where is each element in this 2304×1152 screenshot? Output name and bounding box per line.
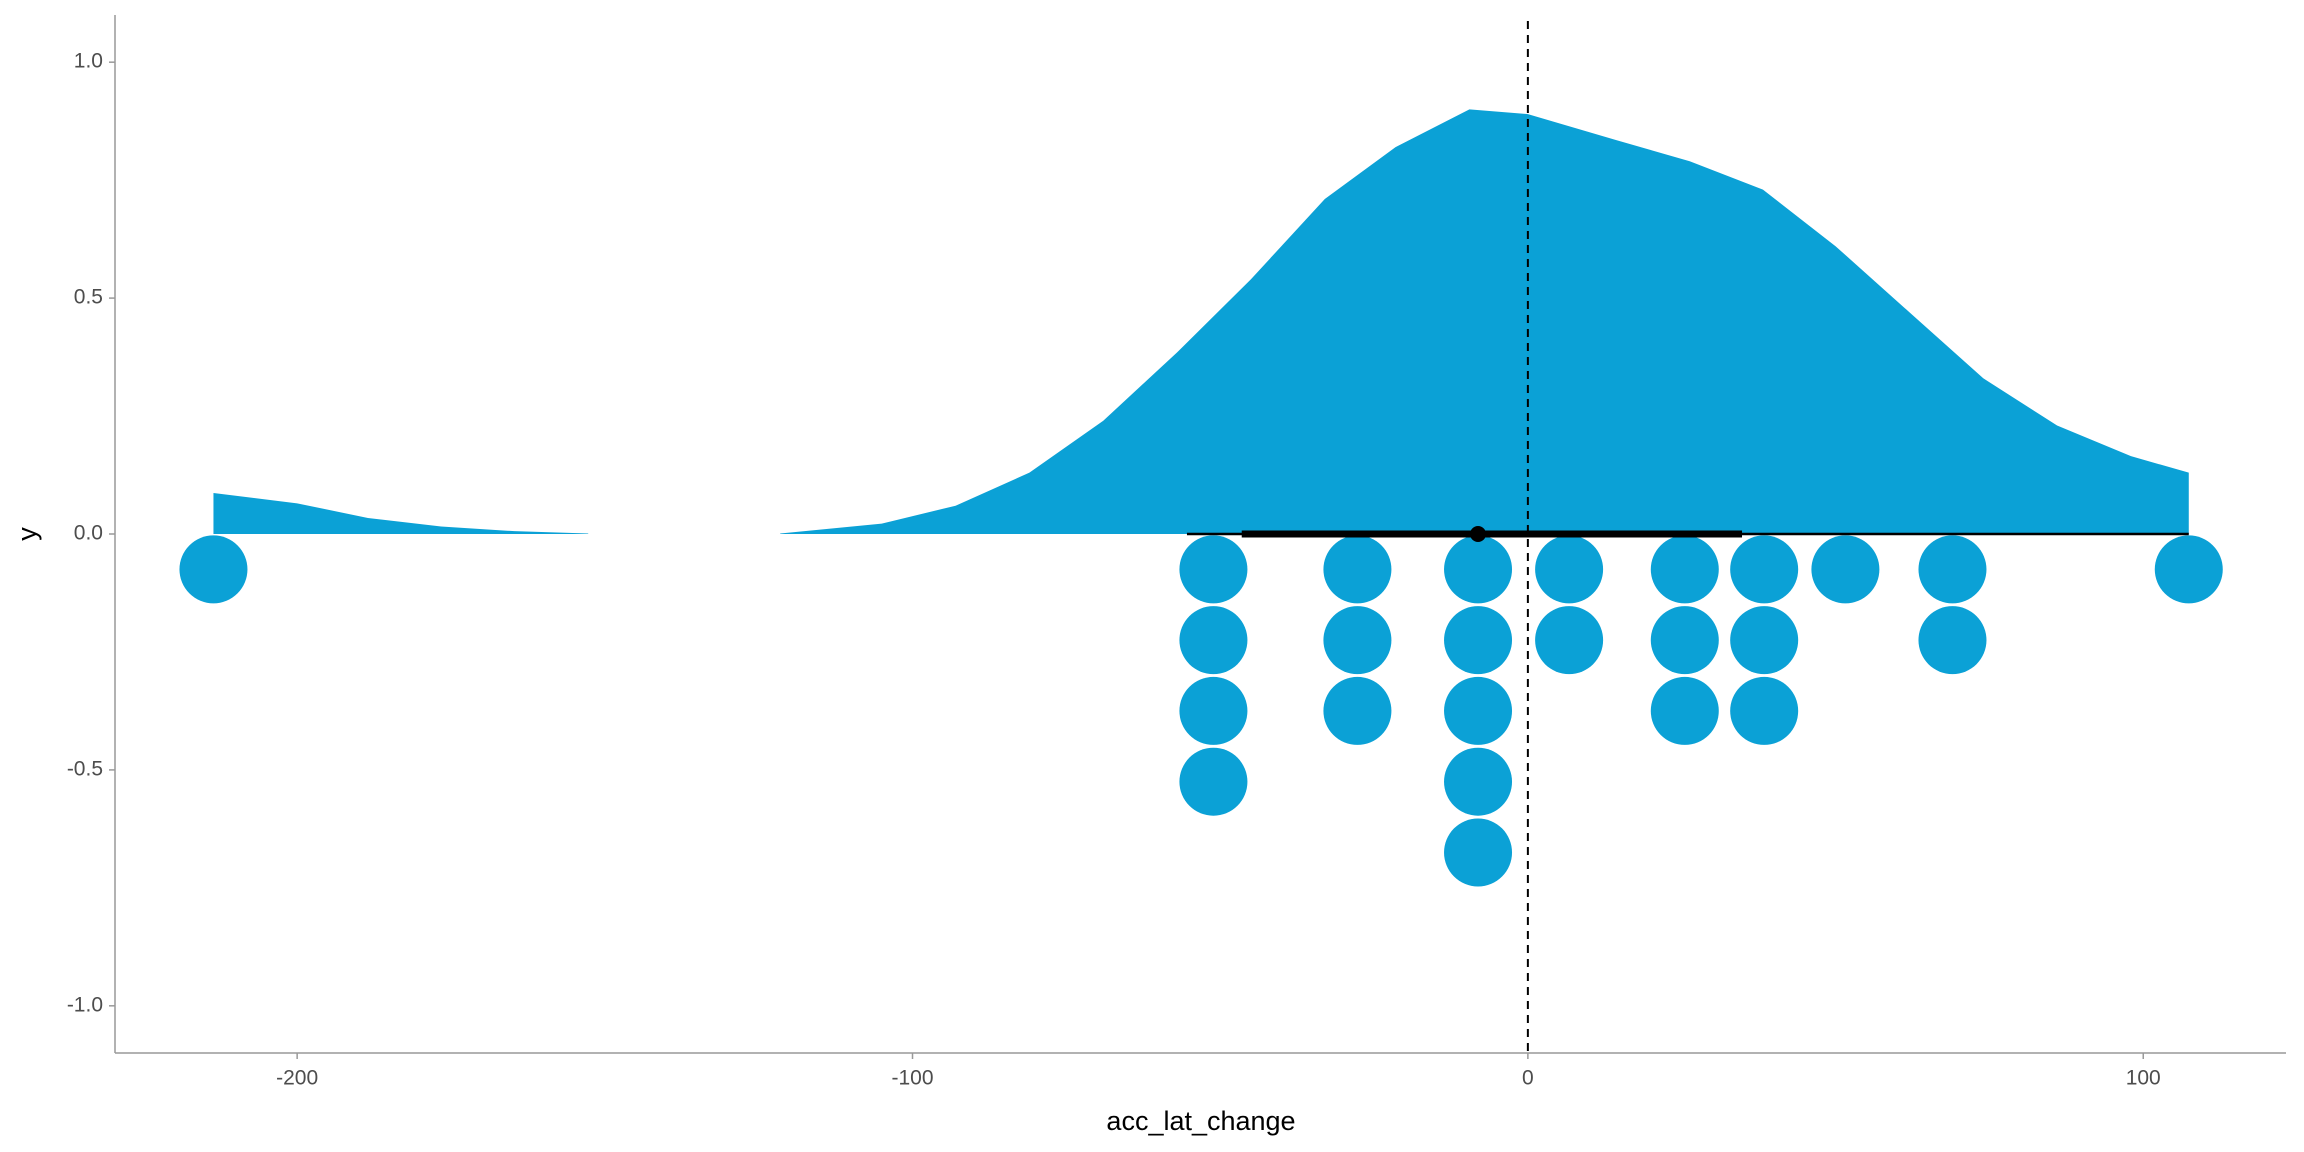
dot [1535, 535, 1604, 604]
dot [1444, 747, 1513, 816]
dot [1179, 747, 1248, 816]
x-tick-label: 100 [2126, 1067, 2161, 1090]
dot [1730, 676, 1799, 745]
density-area [213, 109, 2189, 534]
dot [1444, 606, 1513, 675]
interval-point [1470, 526, 1487, 542]
y-tick-label: -1.0 [67, 993, 103, 1016]
dot [1535, 606, 1604, 675]
y-tick-label: 0.5 [74, 286, 103, 309]
dot [1179, 676, 1248, 745]
dot [1323, 606, 1392, 675]
x-axis-title: acc_lat_change [1106, 1106, 1295, 1136]
x-tick-label: -100 [891, 1067, 933, 1090]
dot [1730, 535, 1799, 604]
x-tick-label: 0 [1522, 1067, 1534, 1090]
dot [1444, 676, 1513, 745]
dot [1444, 818, 1513, 887]
y-tick-label: 1.0 [74, 50, 103, 73]
dot [1179, 606, 1248, 675]
y-tick-label: -0.5 [67, 757, 103, 780]
dot [2154, 535, 2223, 604]
dot [1323, 676, 1392, 745]
dot [1323, 535, 1392, 604]
y-axis-title: y [12, 527, 42, 541]
dot [1730, 606, 1799, 675]
dot [1811, 535, 1880, 604]
x-tick-label: -200 [276, 1067, 318, 1090]
dot [1650, 676, 1719, 745]
dot [1918, 535, 1987, 604]
dot [1444, 535, 1513, 604]
dot [1179, 535, 1248, 604]
dot [1650, 606, 1719, 675]
dot [179, 535, 248, 604]
dot [1650, 535, 1719, 604]
y-tick-label: 0.0 [74, 522, 103, 545]
dot [1918, 606, 1987, 675]
